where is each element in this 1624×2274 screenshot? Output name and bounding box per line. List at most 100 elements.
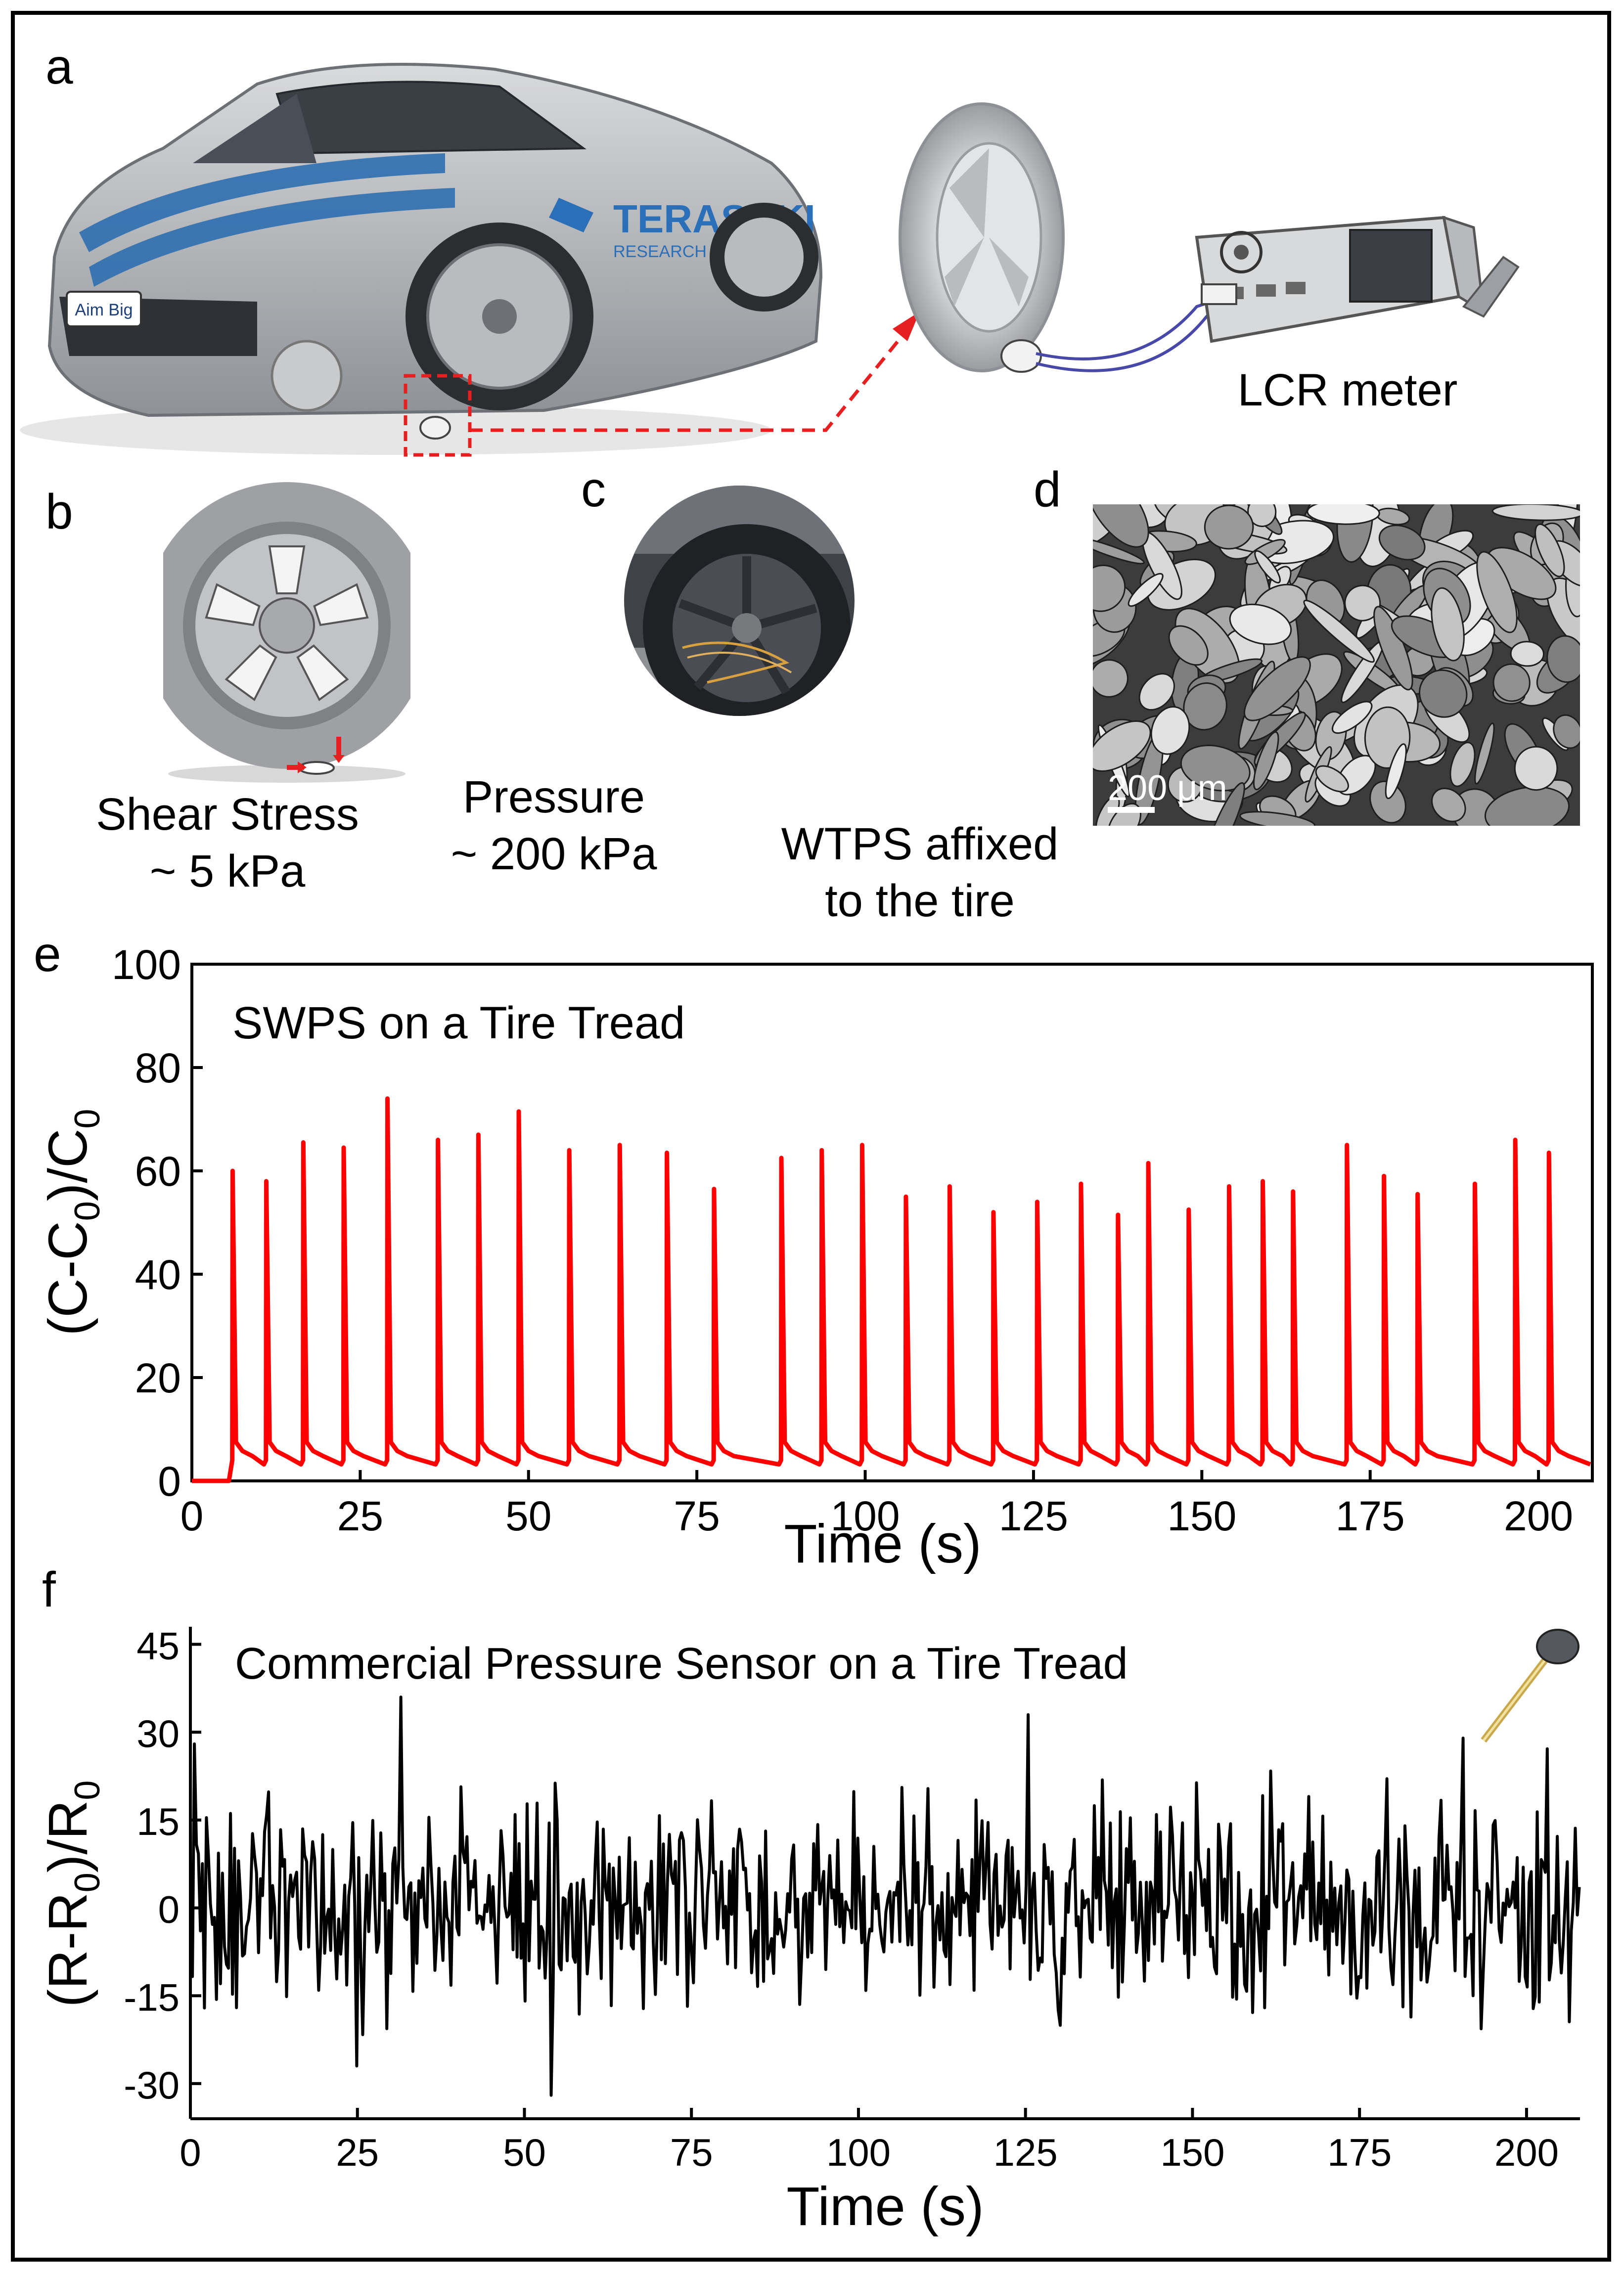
panel-label-d: d <box>1034 462 1061 517</box>
pressure-caption: Pressure ~ 200 kPa <box>415 769 692 883</box>
sem-flake <box>1254 550 1281 583</box>
scale-bar-label: 200 μm <box>1108 768 1227 808</box>
y-tick-label: 40 <box>135 1251 181 1298</box>
panel-c-caption-line2: to the tire <box>825 876 1015 926</box>
chart-e-ylabel-sub1: 0 <box>68 1201 107 1221</box>
sem-flake <box>1204 504 1254 550</box>
sem-flake <box>1303 599 1375 663</box>
pressure-label: Pressure <box>462 772 645 822</box>
sem-flake <box>1093 659 1128 698</box>
y-tick-label: 15 <box>136 1800 180 1843</box>
car-illustration: Aim Big TERASAKI RESEARCH INSTITUTE <box>20 63 823 455</box>
chart-f-ylabel-mid: )/R <box>38 1800 98 1873</box>
sem-flake <box>1150 706 1190 755</box>
sem-flake <box>1492 663 1531 702</box>
sem-flake <box>1168 625 1209 666</box>
sem-flake <box>1093 537 1145 565</box>
x-tick-label: 200 <box>1504 1493 1573 1539</box>
x-tick-label: 150 <box>1160 2131 1224 2174</box>
y-tick-label: 80 <box>135 1045 181 1091</box>
sem-flake <box>1373 606 1413 691</box>
sensor-highlight-box <box>404 374 472 457</box>
sem-flake <box>1315 765 1349 793</box>
shear-stress-caption: Shear Stress ~ 5 kPa <box>54 786 401 900</box>
sem-flake <box>1243 656 1311 721</box>
sem-flake <box>1183 682 1227 731</box>
x-tick-label: 125 <box>999 1493 1068 1539</box>
y-tick-label: -30 <box>124 2063 180 2107</box>
x-tick-label: 175 <box>1336 1493 1405 1539</box>
y-tick-label: 20 <box>135 1355 181 1401</box>
lcr-meter-label: LCR meter <box>1238 365 1458 415</box>
chart-f-series-line <box>189 1695 1581 2097</box>
sem-flake <box>1331 701 1373 734</box>
sem-flake <box>1369 780 1406 824</box>
x-tick-label: 25 <box>337 1493 383 1539</box>
y-tick-label: -15 <box>124 1975 180 2019</box>
sem-flake <box>1378 525 1426 561</box>
chart-f: -30 -15 0 15 30 45 0 25 50 75 100 125 150 175 200 Com… <box>38 1624 1581 2237</box>
y-tick-label: 0 <box>158 1888 180 1931</box>
panel-b-wheel <box>163 482 410 783</box>
panel-label-c: c <box>581 462 606 517</box>
wire <box>1036 303 1227 372</box>
chart-e-series-line <box>192 1096 1591 1483</box>
chart-f-title: Commercial Pressure Sensor on a Tire Tre… <box>235 1639 1128 1689</box>
x-tick-label: 75 <box>674 1493 720 1539</box>
chart-f-ylabel-sub2: 0 <box>68 1781 107 1800</box>
pressure-value: ~ 200 kPa <box>451 829 657 879</box>
sem-flake <box>1253 731 1279 791</box>
sem-flake <box>1107 803 1142 826</box>
sem-flake <box>1484 786 1570 826</box>
sem-flake <box>1239 811 1316 826</box>
shear-stress-label: Shear Stress <box>96 789 359 840</box>
chart-e: 0 20 40 60 80 100 0 25 50 75 100 125 150 175 200 SWPS… <box>38 941 1594 1574</box>
panel-c-caption-line1: WTPS affixed <box>781 819 1059 869</box>
panel-c-caption: WTPS affixed to the tire <box>732 816 1108 930</box>
sem-flake <box>1510 641 1544 667</box>
sem-flake <box>1093 564 1126 612</box>
x-tick-label: 50 <box>505 1493 551 1539</box>
sem-flake <box>1307 504 1380 525</box>
chart-e-ylabel-base: (C-C <box>38 1221 98 1336</box>
x-tick-label: 100 <box>830 1493 900 1539</box>
x-tick-label: 100 <box>826 2131 891 2174</box>
sem-flake <box>1546 635 1580 683</box>
sem-flake <box>1431 587 1465 662</box>
chart-e-xlabel: Time (s) <box>784 1514 981 1574</box>
sem-flake <box>1431 788 1466 822</box>
x-tick-label: 150 <box>1167 1493 1236 1539</box>
x-tick-label: 0 <box>180 2131 201 2174</box>
sem-flake <box>1514 746 1558 791</box>
figure-frame <box>11 11 1611 2262</box>
scale-bar <box>1108 807 1155 813</box>
x-tick-label: 75 <box>670 2131 713 2174</box>
sem-flake <box>1385 743 1407 800</box>
panel-label-f: f <box>42 1562 56 1617</box>
sem-flake <box>1449 742 1476 787</box>
x-tick-label: 125 <box>993 2131 1058 2174</box>
y-tick-label: 30 <box>136 1712 180 1755</box>
y-tick-label: 100 <box>112 941 181 988</box>
commercial-sensor-icon <box>1481 1629 1579 1743</box>
sem-flake <box>1180 745 1251 792</box>
panel-label-a: a <box>45 39 73 94</box>
chart-e-plot-frame <box>190 963 1594 1482</box>
lcr-meter-illustration <box>1195 216 1520 343</box>
sem-flake <box>1534 523 1565 578</box>
chart-e-ylabel-sub2: 0 <box>68 1109 107 1129</box>
dashed-arrow <box>470 325 911 432</box>
x-tick-label: 0 <box>180 1493 204 1539</box>
shear-stress-value: ~ 5 kPa <box>149 846 306 896</box>
sem-flake <box>1419 669 1468 718</box>
y-tick-label: 60 <box>135 1148 181 1195</box>
y-tick-label: 45 <box>136 1624 180 1668</box>
chart-e-ylabel-mid: )/C <box>38 1129 98 1202</box>
sem-flake <box>1474 722 1495 785</box>
sem-flake <box>1244 539 1286 565</box>
sem-flake <box>1553 714 1580 749</box>
y-tick-label: 0 <box>158 1458 181 1505</box>
chart-e-title: SWPS on a Tire Tread <box>232 998 685 1048</box>
tire-illustration <box>899 102 1065 373</box>
x-tick-label: 25 <box>336 2131 379 2174</box>
